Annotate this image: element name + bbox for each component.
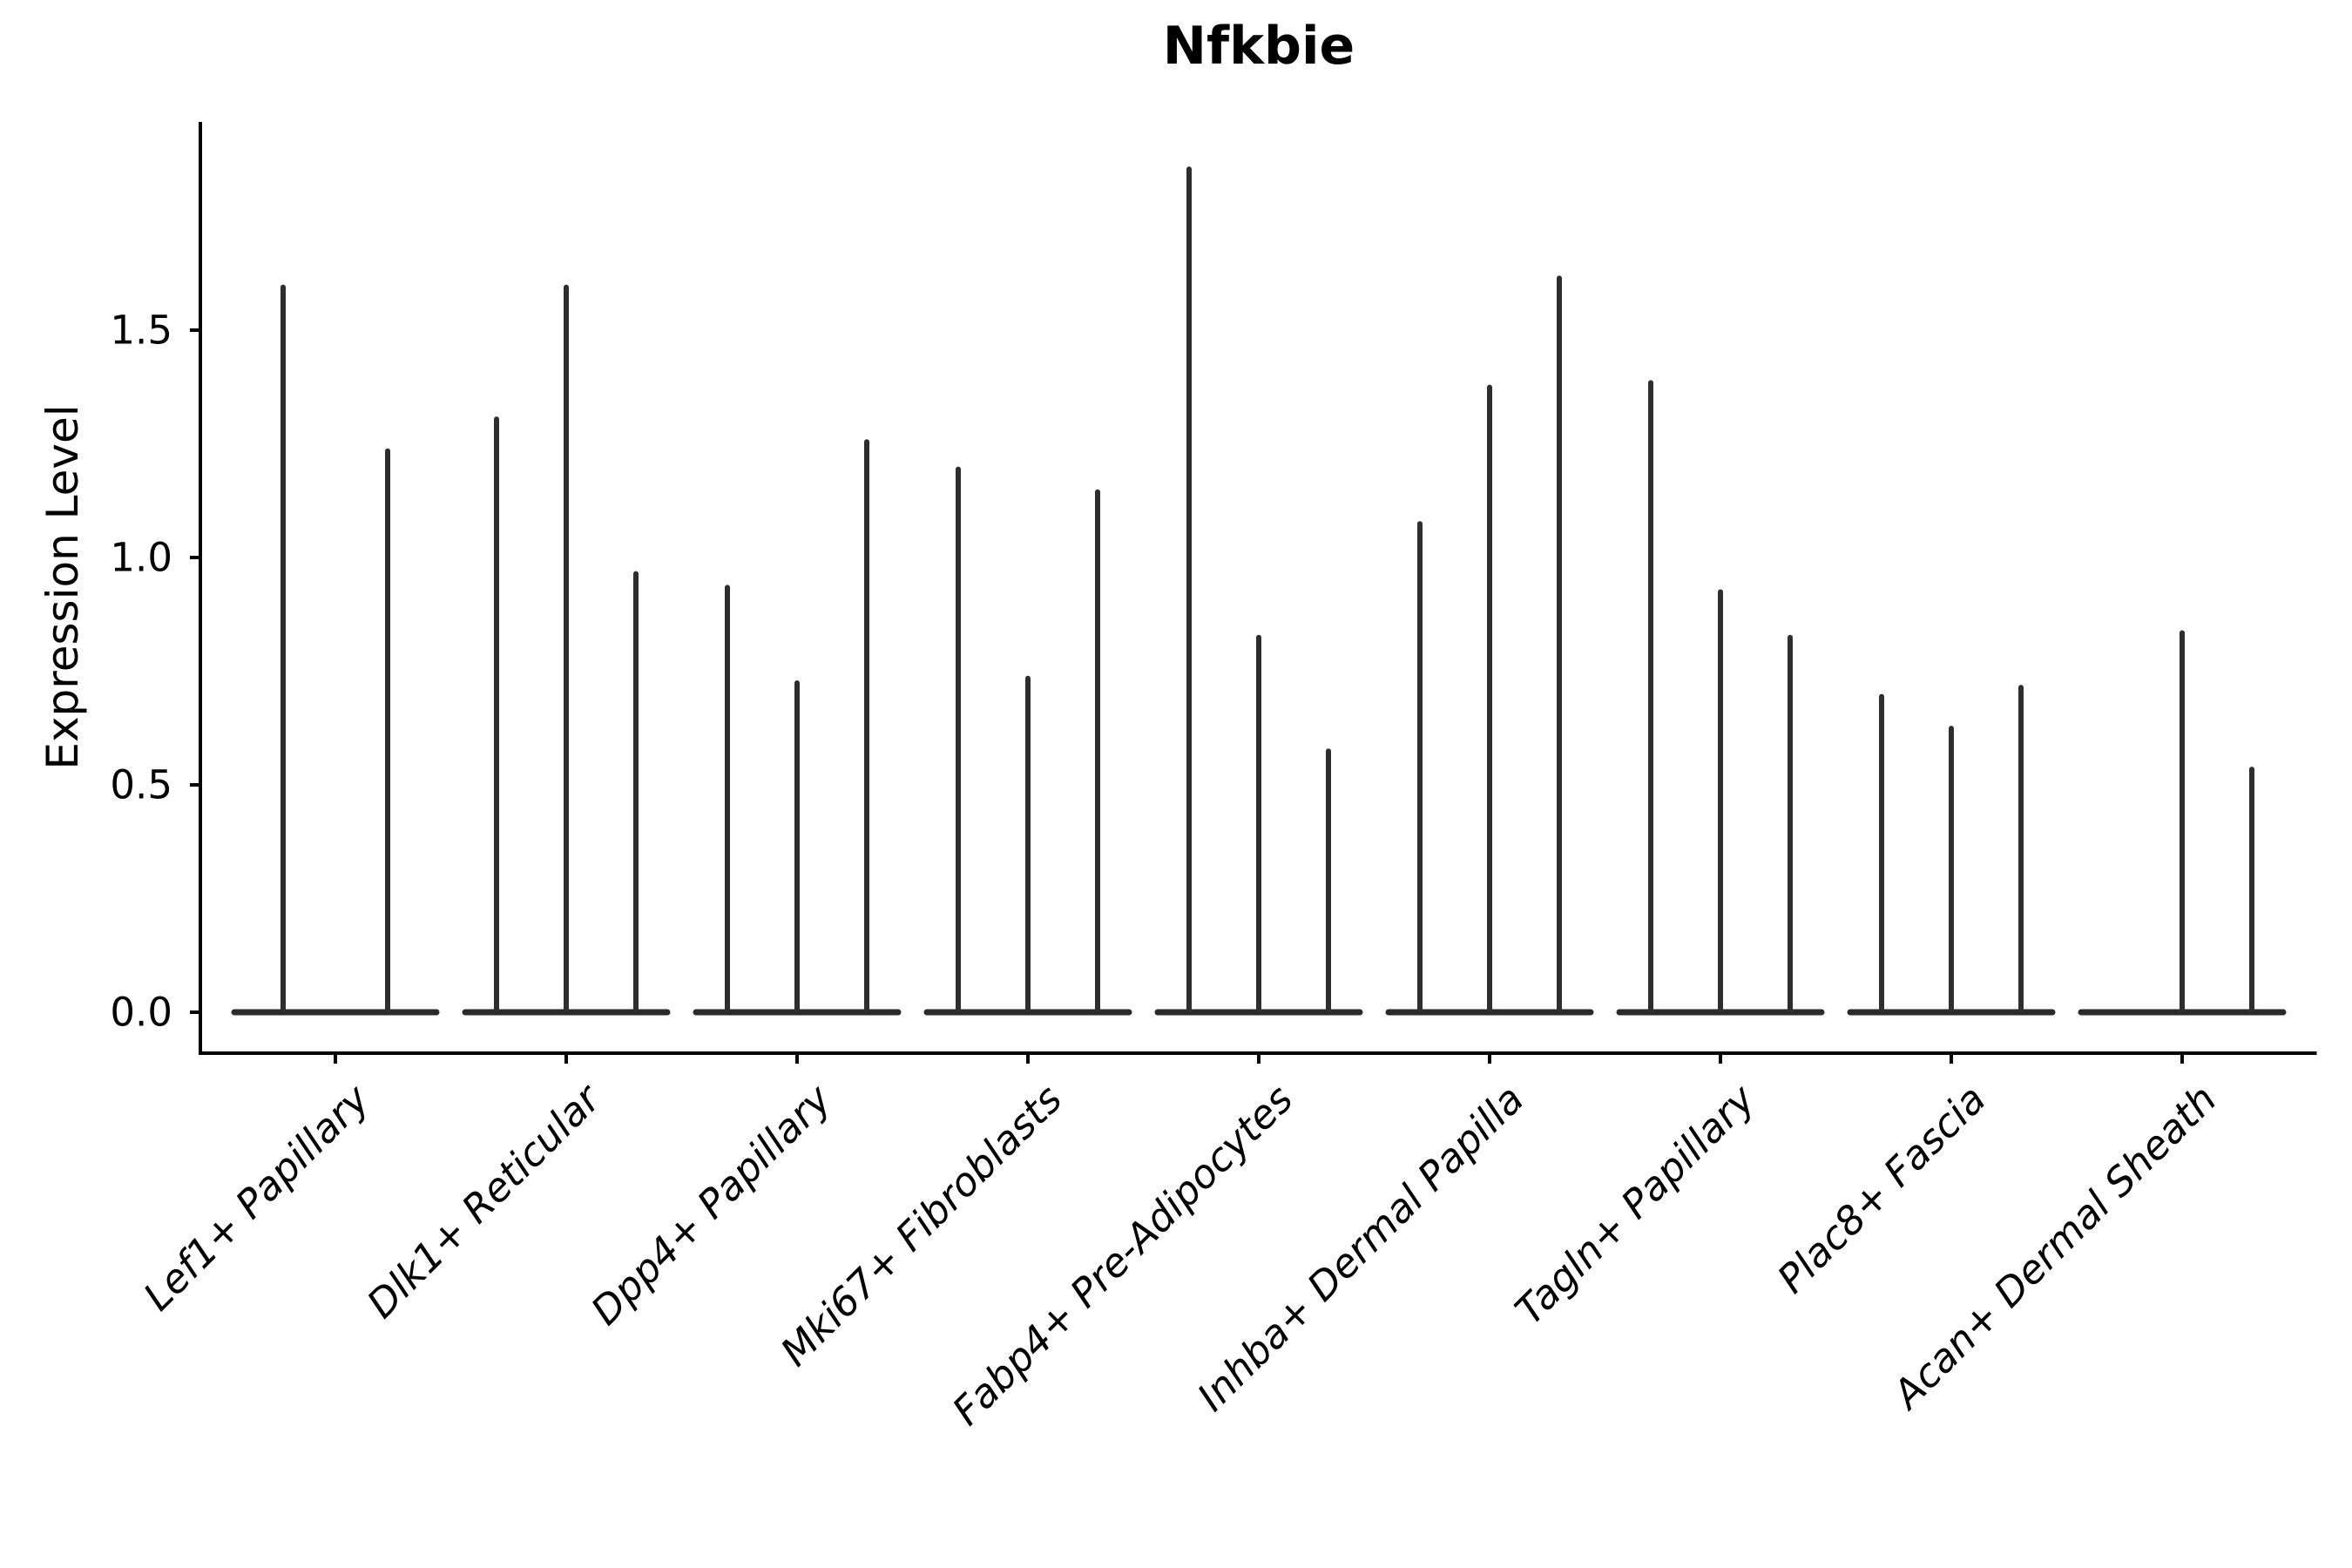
y-tick-label: 1.5 — [110, 307, 172, 354]
y-tick-label: 0.5 — [110, 761, 172, 808]
chart-title: Nfkbie — [1162, 16, 1355, 77]
y-tick-label: 1.0 — [110, 534, 172, 581]
y-axis-label: Expression Level — [37, 404, 88, 770]
y-tick-label: 0.0 — [110, 989, 172, 1036]
